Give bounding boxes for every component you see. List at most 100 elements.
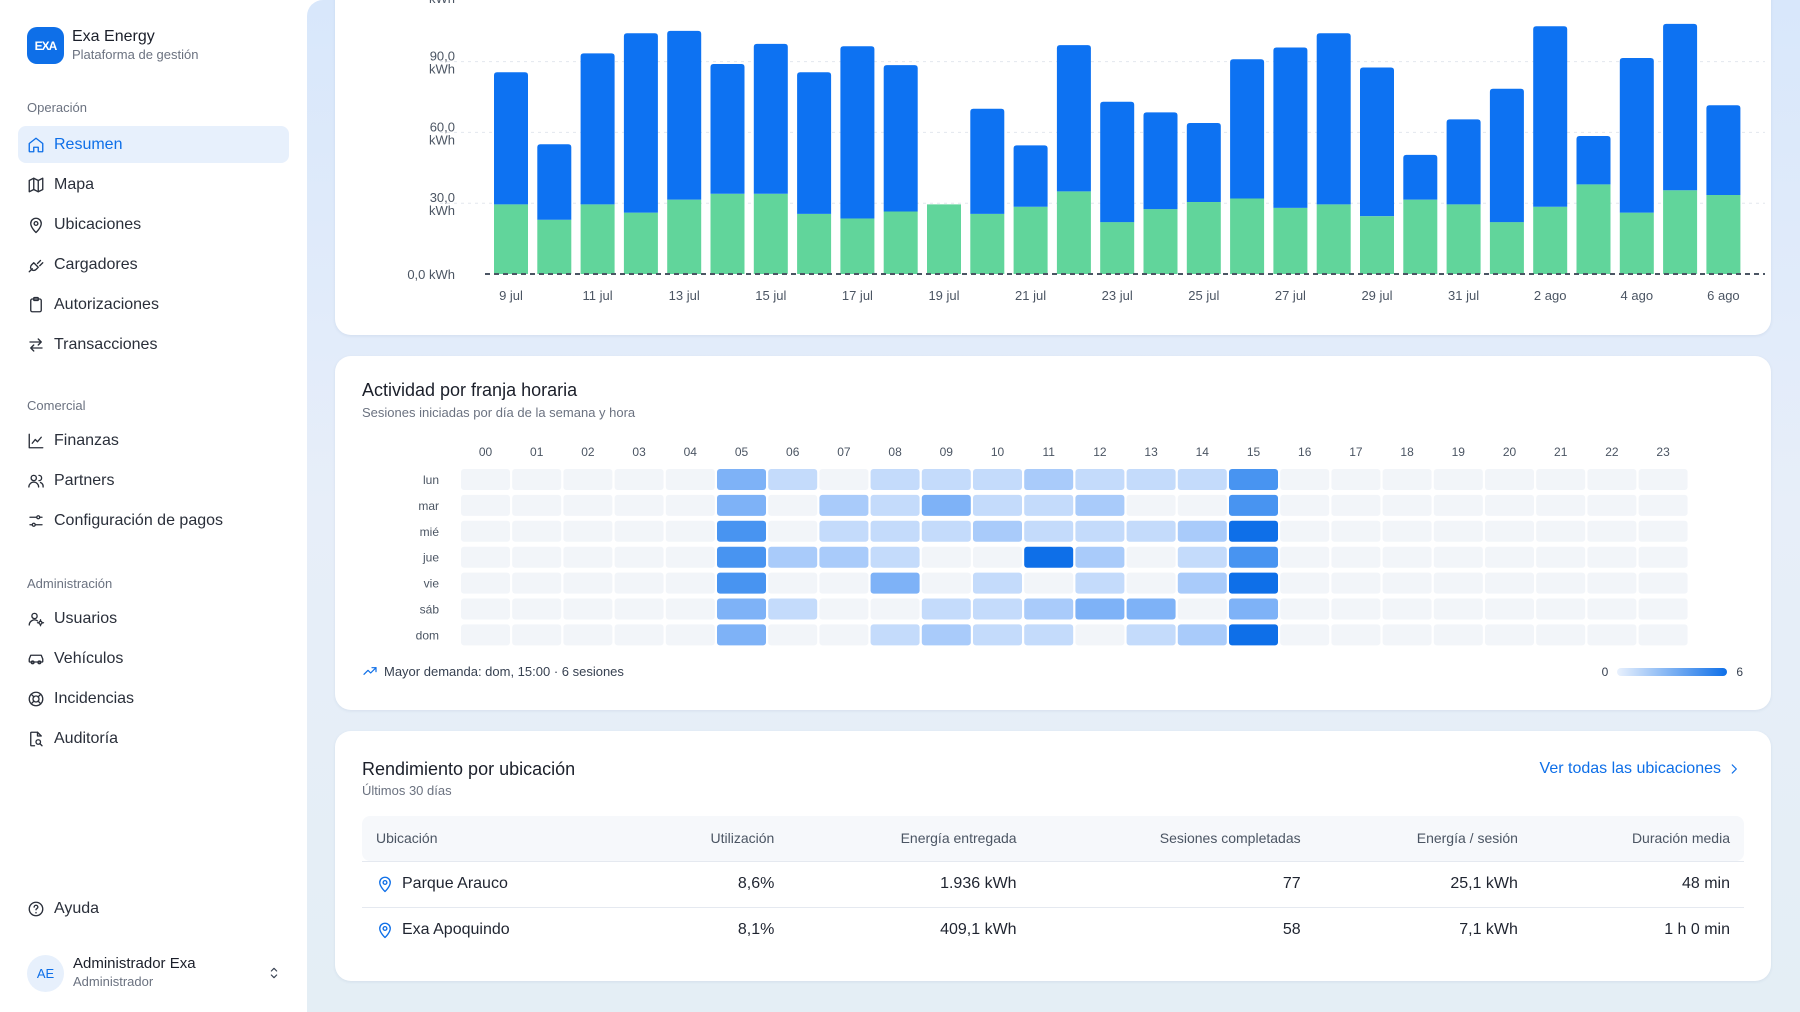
sidebar-item-resumen[interactable]: Resumen [18, 126, 289, 163]
heatmap-cell [717, 546, 766, 568]
heatmap-cell [665, 598, 715, 620]
heatmap-cell [1280, 598, 1330, 620]
sidebar-item-mapa[interactable]: Mapa [18, 166, 289, 203]
heatmap-cell [563, 624, 613, 646]
heatmap-cell [921, 624, 971, 646]
col-utilizacion[interactable]: Utilización [633, 816, 789, 861]
cell-energia-sesion: 25,1 kWh [1314, 860, 1532, 907]
heatmap-cell [1075, 469, 1125, 490]
heatmap-cell [768, 520, 818, 542]
sidebar-item-incidencias[interactable]: Incidencias [18, 680, 289, 717]
view-all-locations-link[interactable]: Ver todas las ubicaciones [1540, 760, 1741, 778]
sidebar-item-ayuda[interactable]: Ayuda [18, 890, 289, 927]
brand-logo: EXA [27, 27, 64, 64]
brand[interactable]: EXA Exa Energy Plataforma de gestión [27, 27, 198, 64]
heatmap-cell [1024, 469, 1074, 490]
cell-duracion: 48 min [1531, 860, 1744, 907]
hour-label: 19 [1452, 445, 1466, 459]
heatmap-cell [1536, 624, 1586, 646]
col-duracion[interactable]: Duración media [1531, 816, 1744, 861]
chevron-right-icon [1731, 764, 1737, 774]
scale-min: 0 [1601, 665, 1609, 679]
x-tick-label: 13 jul [669, 288, 700, 303]
table-row[interactable]: Exa Apoquindo 8,1% 409,1 kWh 58 7,1 kWh … [362, 906, 1744, 953]
bar-segment-bottom [840, 218, 875, 274]
sidebar-item-finanzas[interactable]: Finanzas [18, 422, 289, 459]
heatmap-cell [973, 494, 1022, 516]
heatmap-cell [1331, 624, 1381, 646]
bar-segment-bottom [753, 193, 788, 274]
heatmap-cell [1433, 494, 1483, 516]
sidebar-item-partners[interactable]: Partners [18, 462, 289, 499]
col-energia-sesion[interactable]: Energía / sesión [1314, 816, 1532, 861]
bar-segment-top [494, 72, 528, 205]
sidebar-item-transacciones[interactable]: Transacciones [18, 326, 289, 363]
sidebar-item-cargadores[interactable]: Cargadores [18, 246, 289, 283]
col-ubicacion[interactable]: Ubicación [362, 816, 634, 861]
user-name: Administrador Exa [73, 955, 196, 972]
scale-gradient [1617, 668, 1728, 676]
bar-segment-top [580, 53, 615, 205]
locations-table: Ubicación Utilización Energía entregada … [362, 816, 1744, 953]
hour-label: 13 [1144, 445, 1158, 459]
heatmap-cell [819, 546, 869, 568]
chevron-up-down-icon[interactable] [266, 965, 282, 981]
heatmap-cell [1587, 494, 1637, 516]
heatmap-cell [973, 520, 1022, 542]
heatmap-cell [1587, 624, 1637, 646]
col-sesiones[interactable]: Sesiones completadas [1030, 816, 1315, 861]
sidebar-item-label: Mapa [54, 175, 95, 193]
heatmap-cell [1177, 624, 1227, 646]
y-tick-label: 30,0 [430, 190, 455, 205]
bar-segment-bottom [1403, 199, 1438, 274]
heatmap-cell [665, 494, 715, 516]
sidebar-item-ubicaciones[interactable]: Ubicaciones [18, 206, 289, 243]
x-tick-label: 31 jul [1448, 288, 1479, 303]
heatmap-cell [1024, 546, 1074, 568]
map-icon [28, 177, 44, 192]
heatmap-cell [1229, 624, 1278, 646]
x-tick-label: 19 jul [928, 288, 959, 303]
line-chart-icon [28, 433, 44, 448]
plug-icon [28, 259, 44, 272]
pin-icon [379, 876, 391, 893]
heatmap-cell [1485, 572, 1534, 594]
table-row[interactable]: Parque Arauco 8,6% 1.936 kWh 77 25,1 kWh… [362, 860, 1744, 907]
sidebar-item-vehiculos[interactable]: Vehículos [18, 640, 289, 677]
view-all-locations-label: Ver todas las ubicaciones [1539, 760, 1721, 777]
heatmap-cell [921, 469, 971, 490]
user-menu[interactable]: AE Administrador Exa Administrador [27, 953, 282, 993]
heatmap-cell [1536, 598, 1586, 620]
performance-subtitle: Últimos 30 días [362, 783, 452, 798]
hour-label: 12 [1093, 445, 1107, 459]
heatmap-cell [1229, 520, 1278, 542]
sidebar-item-usuarios[interactable]: Usuarios [18, 600, 289, 637]
hour-label: 01 [530, 445, 544, 459]
heatmap-cell [819, 469, 869, 490]
y-tick-label: kWh [429, 0, 455, 6]
heatmap-cell [973, 546, 1022, 568]
x-tick-label: 21 jul [1015, 288, 1046, 303]
heatmap-title: Actividad por franja horaria [362, 380, 578, 400]
heatmap-cell [614, 624, 664, 646]
heatmap-cell [1075, 494, 1125, 516]
sidebar-item-autorizaciones[interactable]: Autorizaciones [18, 286, 289, 323]
col-energia-entregada[interactable]: Energía entregada [788, 816, 1031, 861]
y-tick-label: 90,0 [430, 49, 455, 64]
sidebar-item-auditoria[interactable]: Auditoría [18, 720, 289, 757]
heatmap-card: Actividad por franja horaria Sesiones in… [335, 356, 1771, 710]
clipboard-icon [30, 296, 42, 312]
heatmap-cell [1382, 572, 1432, 594]
bar-segment-top [1100, 101, 1135, 223]
heatmap-cell [461, 469, 510, 490]
location-name: Exa Apoquindo [402, 921, 510, 939]
heatmap-cell [665, 546, 715, 568]
heatmap-cell [921, 546, 971, 568]
heatmap-cell [512, 469, 562, 490]
heatmap-cell [768, 469, 818, 490]
hour-label: 20 [1503, 445, 1517, 459]
sidebar-item-configuracion-pagos[interactable]: Configuración de pagos [18, 502, 289, 539]
heatmap-cell [1638, 598, 1688, 620]
heatmap-cell [1536, 572, 1586, 594]
heatmap-cell [1024, 520, 1074, 542]
